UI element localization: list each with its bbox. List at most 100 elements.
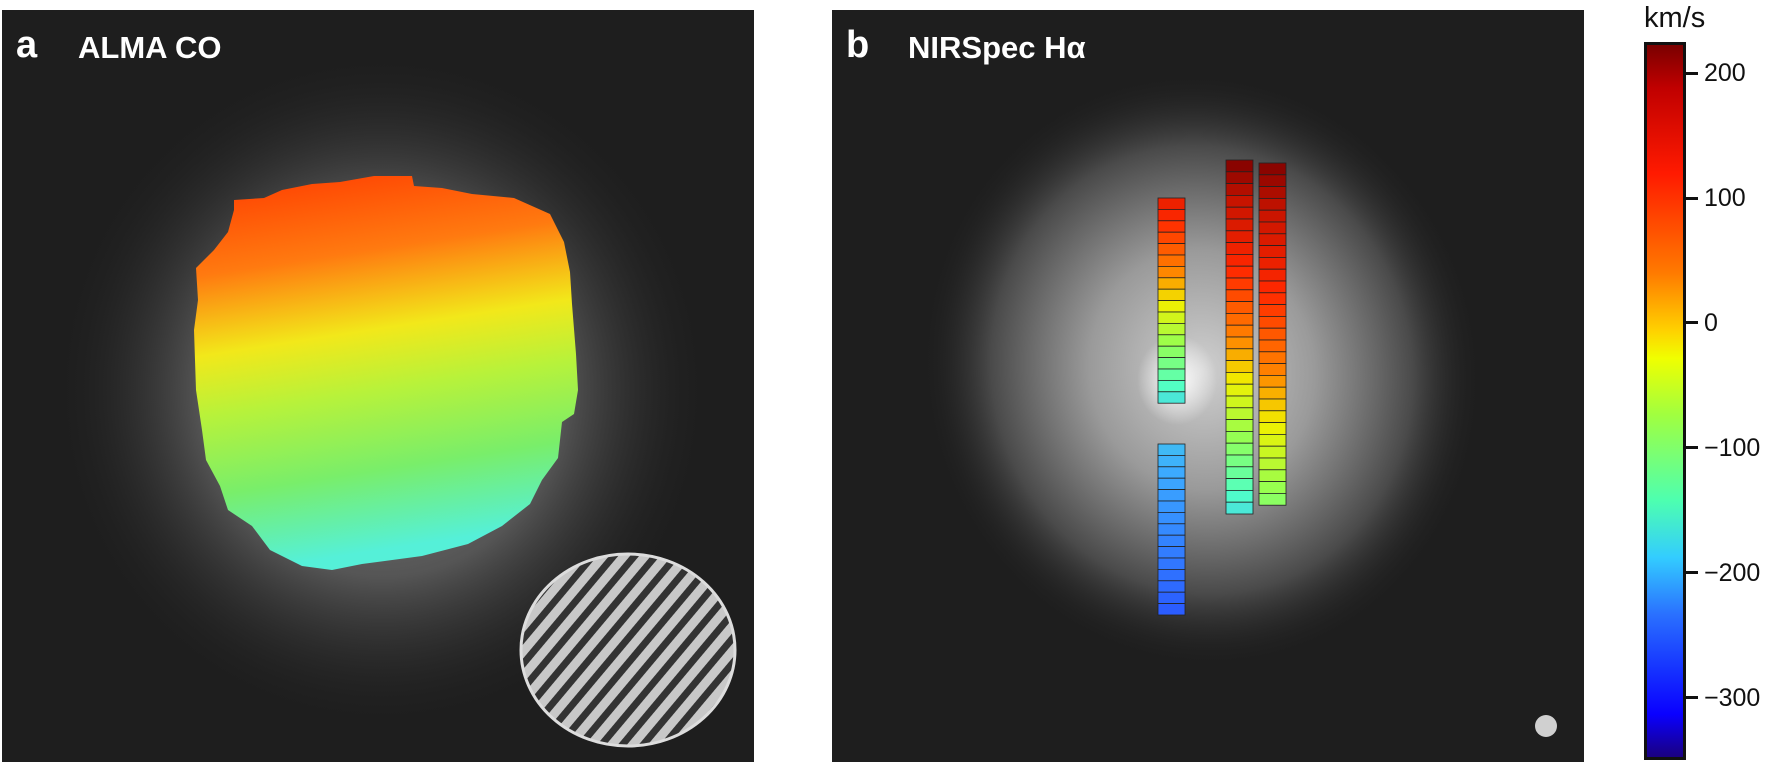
panel-alma-co: a ALMA CO (2, 10, 754, 762)
nirspec-slits (1157, 159, 1287, 616)
slit-cell (1225, 442, 1254, 456)
slit-cell (1157, 591, 1186, 605)
panel-letter-a: a (16, 24, 38, 66)
slit-cell (1258, 280, 1287, 294)
slit-cell (1157, 231, 1186, 244)
slit-cell (1157, 557, 1186, 570)
slit-cell (1225, 230, 1254, 244)
colorbar-tick-label: 100 (1704, 184, 1746, 213)
slit-cell (1157, 334, 1186, 347)
slit-cell (1258, 245, 1287, 258)
slit-cell (1225, 454, 1254, 468)
slit-cell (1157, 254, 1186, 267)
slit-cell (1258, 481, 1287, 494)
slit-cell (1157, 511, 1186, 525)
colorbar-tick (1686, 321, 1698, 325)
slit-cell (1157, 208, 1186, 222)
slit-cell (1157, 357, 1186, 370)
slit-cell (1157, 197, 1186, 210)
slit-cell (1258, 492, 1287, 506)
slit-cell (1258, 339, 1287, 353)
slit-cell (1157, 569, 1186, 582)
slit-cell (1258, 386, 1287, 400)
slit-cell (1225, 194, 1254, 208)
slit-cell (1225, 277, 1254, 291)
slit-cell (1157, 523, 1186, 536)
slit-cell (1258, 374, 1287, 388)
slit-cell (1225, 253, 1254, 267)
slit-cell (1225, 336, 1254, 350)
slit-cell (1225, 395, 1254, 409)
slit-cell (1157, 500, 1186, 513)
slit-cell (1157, 300, 1186, 313)
slit-cell (1258, 209, 1287, 223)
colorbar-tick-label: −200 (1704, 558, 1761, 587)
alma-image (52, 50, 737, 748)
colorbar-tick (1686, 571, 1698, 575)
slit-cell (1258, 457, 1287, 471)
slit-cell (1225, 419, 1254, 432)
slit-cell (1258, 410, 1287, 423)
slit-cell (1258, 445, 1287, 459)
slit-cell (1225, 206, 1254, 220)
slit-cell (1225, 501, 1254, 515)
slit-cell (1258, 351, 1287, 364)
panel-nirspec-halpha: b NIRSpec Hα (832, 10, 1584, 762)
colorbar-tick-label: −300 (1704, 683, 1761, 712)
slit-cell (1225, 289, 1254, 302)
colorbar-gradient (1644, 42, 1686, 760)
slit-cell (1225, 159, 1254, 173)
slit-cell (1258, 197, 1287, 211)
slit-cell (1258, 233, 1287, 247)
slit-cell (1225, 348, 1254, 361)
slit-cell (1225, 383, 1254, 397)
slit-cell (1225, 218, 1254, 232)
slit-cell (1258, 162, 1287, 176)
slit-cell (1157, 288, 1186, 302)
slit-cell (1225, 324, 1254, 338)
alma-beam-ellipse (519, 552, 737, 748)
slit-cell (1157, 311, 1186, 324)
slit-cell (1258, 315, 1287, 329)
colorbar-tick-label: 0 (1704, 308, 1718, 337)
slit-cell (1258, 422, 1287, 435)
slit-cell (1258, 256, 1287, 270)
slit-cell (1258, 268, 1287, 282)
slit-cell (1258, 327, 1287, 341)
slit-cell (1225, 489, 1254, 503)
slit-cell (1258, 398, 1287, 412)
slit-cell (1258, 292, 1287, 305)
nirspec-image (920, 71, 1557, 737)
nirspec-psf-dot (1535, 715, 1557, 737)
slit-cell (1157, 322, 1186, 336)
panel-title-b: NIRSpec Hα (908, 30, 1086, 65)
slit-cell (1225, 430, 1254, 444)
colorbar-tick (1686, 446, 1698, 450)
slit-cell (1225, 312, 1254, 326)
slit-cell (1157, 603, 1186, 616)
colorbar-tick (1686, 71, 1698, 75)
slit-cell (1157, 489, 1186, 502)
slit-cell (1258, 363, 1287, 376)
slit-cell (1258, 469, 1287, 482)
slit-cell (1157, 454, 1186, 468)
slit-cell (1258, 304, 1287, 317)
slit-cell (1157, 243, 1186, 256)
slit-cell (1258, 433, 1287, 447)
slit-cell (1225, 478, 1254, 491)
slit-cell (1157, 379, 1186, 393)
colorbar-tick (1686, 196, 1698, 200)
slit-cell (1225, 360, 1254, 373)
slit-cell (1157, 277, 1186, 290)
slit-cell (1225, 301, 1254, 314)
slit-cell (1157, 534, 1186, 548)
slit-cell (1157, 580, 1186, 593)
slit-cell (1225, 371, 1254, 385)
slit-cell (1157, 220, 1186, 233)
slit-cell (1258, 174, 1287, 188)
slit-cell (1258, 186, 1287, 199)
colorbar-unit: km/s (1644, 2, 1706, 34)
slit-cell (1225, 407, 1254, 420)
colorbar: km/s 200 100 0 −100 −200 −300 (1630, 0, 1772, 764)
slit-cell (1225, 183, 1254, 196)
